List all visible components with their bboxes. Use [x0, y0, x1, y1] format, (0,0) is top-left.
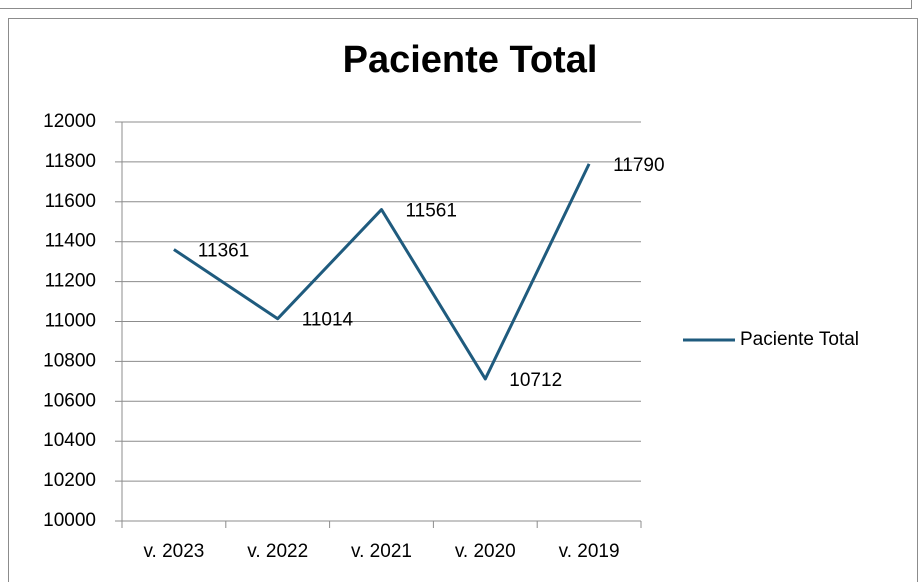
- x-tick-label: v. 2020: [455, 541, 516, 562]
- chart-frame: [8, 18, 918, 582]
- data-label: 11014: [302, 310, 354, 331]
- y-tick-label: 11400: [45, 231, 96, 252]
- x-tick-label: v. 2023: [143, 541, 204, 562]
- data-label: 11561: [406, 201, 457, 222]
- y-tick-label: 10200: [43, 470, 96, 491]
- outer-frame: [0, 0, 912, 9]
- x-tick-label: v. 2019: [559, 541, 620, 562]
- y-tick-label: 10000: [43, 510, 96, 531]
- x-tick-label: v. 2021: [351, 541, 412, 562]
- data-label: 11361: [198, 240, 249, 261]
- legend-label: Paciente Total: [740, 329, 859, 350]
- data-label: 10712: [509, 370, 562, 391]
- y-tick-label: 11800: [45, 151, 96, 172]
- y-tick-label: 10600: [43, 390, 96, 411]
- line: [173, 163, 591, 381]
- chart-title: Paciente Total: [343, 39, 598, 81]
- y-tick-label: 11200: [45, 271, 96, 292]
- x-tick-label: v. 2022: [247, 541, 308, 562]
- y-tick-label: 10400: [43, 430, 96, 451]
- y-tick-label: 12000: [43, 111, 96, 132]
- data-label: 11790: [613, 155, 664, 176]
- y-tick-label: 11000: [45, 311, 96, 332]
- y-tick-label: 10800: [43, 350, 96, 371]
- y-tick-label: 11600: [45, 191, 96, 212]
